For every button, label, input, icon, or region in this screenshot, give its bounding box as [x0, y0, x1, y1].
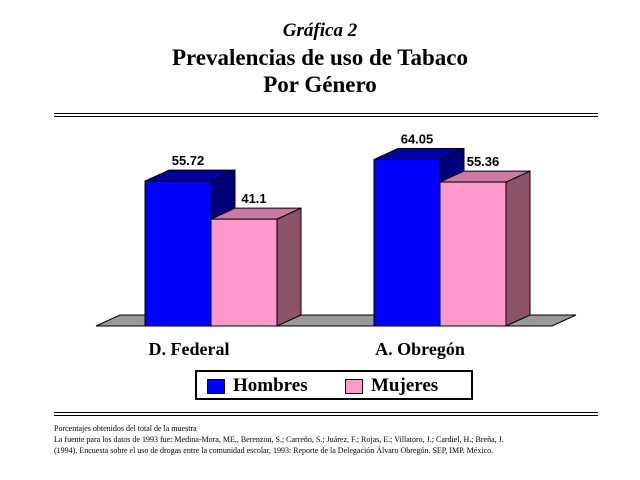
bar-mujeres-0 [210, 218, 278, 327]
bar-hombres-0 [144, 180, 212, 327]
top-divider [54, 113, 598, 114]
data-label-mujeres-1: 55.36 [467, 154, 500, 169]
legend-item-hombres: Hombres [207, 375, 308, 396]
footnote: Porcentajes obtenidos del total de la mu… [54, 423, 614, 456]
title-line-2: Por Género [263, 72, 377, 97]
chart-title: Prevalencias de uso de Tabaco Por Género [0, 44, 640, 98]
legend-swatch-hombres [207, 378, 225, 394]
legend-label-hombres: Hombres [233, 375, 308, 396]
title-line-1: Prevalencias de uso de Tabaco [171, 45, 469, 70]
top-divider [54, 116, 598, 117]
category-label-1: A. Obregón [375, 339, 465, 359]
legend-swatch-mujeres [345, 378, 363, 394]
category-label-0: D. Federal [149, 339, 230, 359]
footnote-line-2: La fuente para los datos de 1993 fue: Me… [54, 435, 504, 444]
bar-mujeres-1 [439, 181, 507, 327]
bar-side-mujeres-0 [276, 207, 302, 327]
bar-side-mujeres-1 [505, 170, 531, 327]
legend-label-mujeres: Mujeres [371, 375, 439, 396]
legend: Hombres Mujeres [195, 370, 473, 400]
bottom-divider [54, 412, 598, 413]
data-label-hombres-1: 64.05 [401, 131, 434, 146]
legend-item-mujeres: Mujeres [345, 375, 439, 396]
chart-supertitle: Gráfica 2 [282, 20, 358, 41]
bar-hombres-1 [373, 158, 441, 327]
bottom-divider [54, 415, 598, 416]
data-label-mujeres-0: 41.1 [241, 191, 266, 206]
footnote-line-3: (1994). Encuesta sobre el uso de drogas … [54, 446, 494, 455]
footnote-line-1: Porcentajes obtenidos del total de la mu… [54, 424, 197, 433]
data-label-hombres-0: 55.72 [172, 153, 205, 168]
